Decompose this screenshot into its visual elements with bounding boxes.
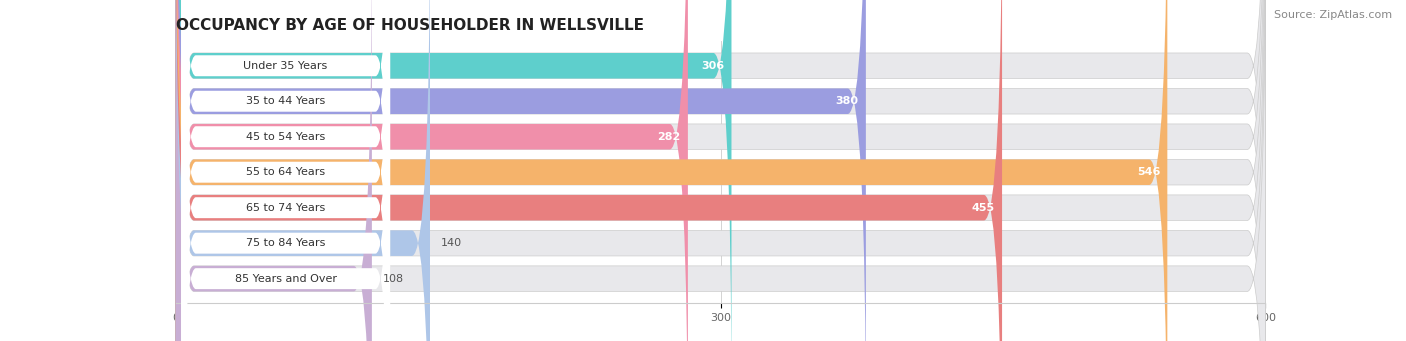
Text: 140: 140 xyxy=(441,238,463,248)
FancyBboxPatch shape xyxy=(181,0,389,341)
Text: 75 to 84 Years: 75 to 84 Years xyxy=(246,238,325,248)
FancyBboxPatch shape xyxy=(176,0,688,341)
FancyBboxPatch shape xyxy=(176,0,430,341)
Text: 35 to 44 Years: 35 to 44 Years xyxy=(246,96,325,106)
FancyBboxPatch shape xyxy=(181,0,389,341)
FancyBboxPatch shape xyxy=(176,0,1265,341)
Text: 282: 282 xyxy=(658,132,681,142)
Text: 45 to 54 Years: 45 to 54 Years xyxy=(246,132,325,142)
Text: 380: 380 xyxy=(835,96,859,106)
Text: 65 to 74 Years: 65 to 74 Years xyxy=(246,203,325,213)
FancyBboxPatch shape xyxy=(181,0,389,341)
Text: Under 35 Years: Under 35 Years xyxy=(243,61,328,71)
Text: 455: 455 xyxy=(972,203,995,213)
FancyBboxPatch shape xyxy=(181,5,389,341)
Text: OCCUPANCY BY AGE OF HOUSEHOLDER IN WELLSVILLE: OCCUPANCY BY AGE OF HOUSEHOLDER IN WELLS… xyxy=(176,18,644,33)
FancyBboxPatch shape xyxy=(176,0,1265,341)
Text: 55 to 64 Years: 55 to 64 Years xyxy=(246,167,325,177)
FancyBboxPatch shape xyxy=(176,0,1265,341)
FancyBboxPatch shape xyxy=(181,0,389,341)
FancyBboxPatch shape xyxy=(181,0,389,339)
FancyBboxPatch shape xyxy=(176,0,866,341)
FancyBboxPatch shape xyxy=(176,0,373,341)
FancyBboxPatch shape xyxy=(176,0,1265,341)
Text: 306: 306 xyxy=(702,61,724,71)
FancyBboxPatch shape xyxy=(176,0,1265,341)
FancyBboxPatch shape xyxy=(176,0,1002,341)
FancyBboxPatch shape xyxy=(176,0,1265,341)
FancyBboxPatch shape xyxy=(181,0,389,341)
Text: 85 Years and Over: 85 Years and Over xyxy=(235,273,336,284)
Text: 108: 108 xyxy=(382,273,404,284)
Text: Source: ZipAtlas.com: Source: ZipAtlas.com xyxy=(1274,10,1392,20)
Text: 546: 546 xyxy=(1136,167,1160,177)
FancyBboxPatch shape xyxy=(176,0,1167,341)
FancyBboxPatch shape xyxy=(176,0,1265,341)
FancyBboxPatch shape xyxy=(176,0,731,341)
